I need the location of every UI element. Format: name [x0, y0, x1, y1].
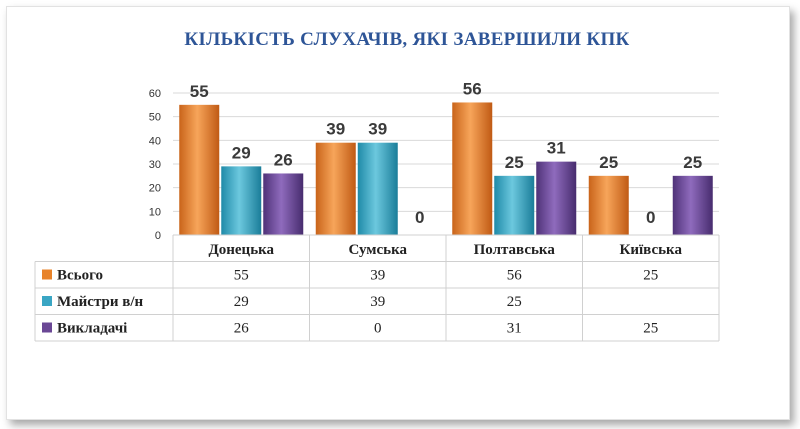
- chart-frame: КІЛЬКІСТЬ СЛУХАЧІВ, ЯКІ ЗАВЕРШИЛИ КПК 0 1…: [6, 6, 790, 420]
- bar-masters: [494, 175, 535, 235]
- table-cell: 26: [234, 321, 250, 337]
- category-label: Київська: [620, 242, 683, 258]
- bar-teachers: [263, 173, 304, 235]
- table-cell: 0: [374, 321, 382, 337]
- data-label: 25: [599, 153, 618, 172]
- bar-teachers: [672, 175, 713, 235]
- category-label: Сумська: [349, 242, 408, 258]
- chart-title: КІЛЬКІСТЬ СЛУХАЧІВ, ЯКІ ЗАВЕРШИЛИ КПК: [184, 29, 629, 50]
- data-label: 29: [232, 143, 251, 162]
- data-label: 56: [463, 79, 482, 98]
- data-label: 39: [326, 120, 345, 139]
- bar-total: [588, 175, 629, 235]
- bar-masters: [357, 142, 398, 235]
- y-tick-label: 30: [149, 159, 161, 171]
- y-tick-label: 0: [155, 230, 161, 242]
- y-tick-label: 60: [149, 88, 161, 100]
- table-cell: 25: [507, 294, 522, 310]
- table-cell: 31: [507, 321, 522, 337]
- y-tick-label: 10: [149, 206, 161, 218]
- bar-masters: [221, 166, 262, 235]
- bar-teachers: [536, 161, 577, 235]
- table-cell: 56: [507, 268, 523, 284]
- bar-chart: КІЛЬКІСТЬ СЛУХАЧІВ, ЯКІ ЗАВЕРШИЛИ КПК 0 1…: [34, 29, 720, 342]
- data-label: 26: [274, 150, 293, 169]
- data-label: 0: [415, 208, 424, 227]
- bar-total: [315, 142, 356, 235]
- bar-total: [179, 104, 220, 235]
- table-cell: 55: [234, 268, 249, 284]
- data-label: 25: [505, 153, 524, 172]
- data-label: 55: [190, 82, 209, 101]
- data-label: 39: [368, 120, 387, 139]
- data-label: 31: [547, 139, 566, 158]
- data-label: 0: [646, 208, 655, 227]
- category-label: Полтавська: [474, 242, 556, 258]
- table-cell: 29: [234, 294, 249, 310]
- legend-label: Всього: [57, 268, 103, 284]
- data-label: 25: [683, 153, 702, 172]
- table-cell: 25: [643, 321, 658, 337]
- table-cell: 25: [643, 268, 658, 284]
- legend-label: Майстри в/н: [57, 294, 144, 310]
- legend-swatch: [42, 322, 52, 333]
- legend-label: Викладачі: [57, 321, 127, 337]
- category-label: Донецька: [208, 242, 274, 258]
- y-tick-label: 50: [149, 112, 161, 124]
- y-tick-label: 40: [149, 135, 161, 147]
- legend-swatch: [42, 296, 52, 306]
- table-cell: 39: [370, 294, 385, 310]
- legend-swatch: [42, 269, 52, 280]
- table-cell: 39: [370, 268, 385, 284]
- bar-total: [452, 102, 493, 235]
- y-tick-label: 20: [149, 183, 161, 195]
